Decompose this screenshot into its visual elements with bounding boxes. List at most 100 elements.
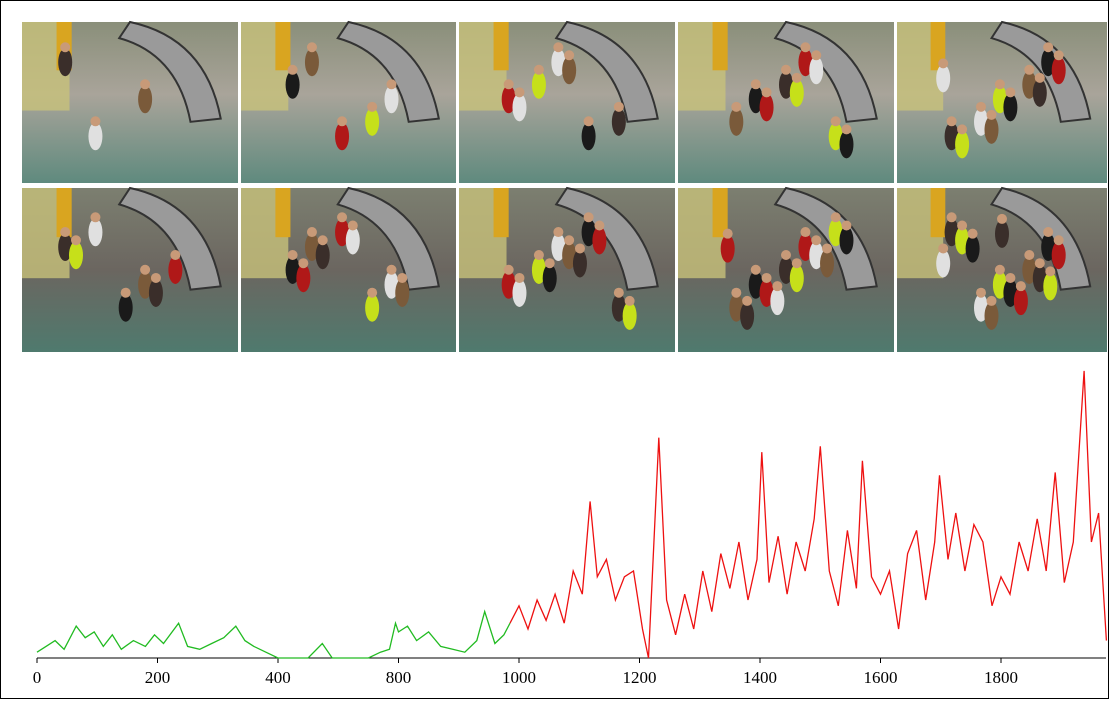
person-head [751,79,761,89]
person-head [997,214,1007,224]
person-head [762,273,772,283]
person-head [60,42,70,52]
person-head [318,235,328,245]
person [346,226,360,254]
person [582,122,596,150]
person [839,226,853,254]
x-tick-label: 400 [265,668,291,687]
person-head [504,79,514,89]
person [58,48,72,76]
person-head [90,212,100,222]
person-head [288,250,298,260]
person-head [514,273,524,283]
frame-pillar [494,188,509,237]
person-head [1005,273,1015,283]
person-head [800,227,810,237]
person-head [811,50,821,60]
person [305,48,319,76]
video-frames [22,22,1107,352]
person-head [947,212,957,222]
person [395,279,409,307]
person-head [841,124,851,134]
video-frame [678,188,894,352]
person [365,294,379,322]
person-head [751,265,761,275]
person [335,122,349,150]
frame-pillar [494,22,509,70]
person-head [534,65,544,75]
person-head [762,87,772,97]
x-tick-label: 200 [145,668,171,687]
person-head [337,212,347,222]
person-head [1043,42,1053,52]
person-head [938,243,948,253]
person-head [71,235,81,245]
person-head [781,65,791,75]
person [790,264,804,292]
person [88,218,102,246]
frame-pillar [275,22,290,70]
person [995,220,1009,248]
person [543,264,557,292]
person-head [575,243,585,253]
person-head [976,102,986,112]
person-head [545,258,555,268]
person [839,130,853,158]
person [296,264,310,292]
video-frame [22,188,238,352]
person-head [553,42,563,52]
person [365,108,379,136]
person [612,108,626,136]
person-head [140,265,150,275]
person-head [514,87,524,97]
person-head [307,42,317,52]
person-head [367,102,377,112]
person [592,226,606,254]
person-head [387,79,397,89]
person [1052,56,1066,84]
person [955,130,969,158]
person-head [397,273,407,283]
person-head [957,220,967,230]
person-head [792,73,802,83]
person-head [90,116,100,126]
person-head [307,227,317,237]
person [69,241,83,269]
person-head [1054,50,1064,60]
person-head [995,79,1005,89]
person [532,71,546,99]
video-frame [678,22,894,183]
person-head [1024,250,1034,260]
person-head [337,116,347,126]
person-head [288,65,298,75]
person [729,108,743,136]
person-head [553,227,563,237]
x-tick-label: 1400 [743,668,777,687]
person-head [731,288,741,298]
person-head [800,42,810,52]
person-head [831,212,841,222]
video-frame [459,188,675,352]
person-head [367,288,377,298]
person-head [938,58,948,68]
person-head [534,250,544,260]
person-head [1005,87,1015,97]
frame-pillar [713,22,728,70]
data-line [37,612,510,658]
person [770,287,784,315]
person-head [987,110,997,120]
person-head [584,212,594,222]
x-tick-label: 800 [386,668,412,687]
person-head [60,227,70,237]
person-head [504,265,514,275]
person [809,56,823,84]
person [936,64,950,92]
video-frame [241,22,456,183]
person [1052,241,1066,269]
person-head [976,288,986,298]
person-head [968,229,978,239]
person [1014,287,1028,315]
person-head [564,235,574,245]
person [790,79,804,107]
frame-pillar [931,188,946,237]
